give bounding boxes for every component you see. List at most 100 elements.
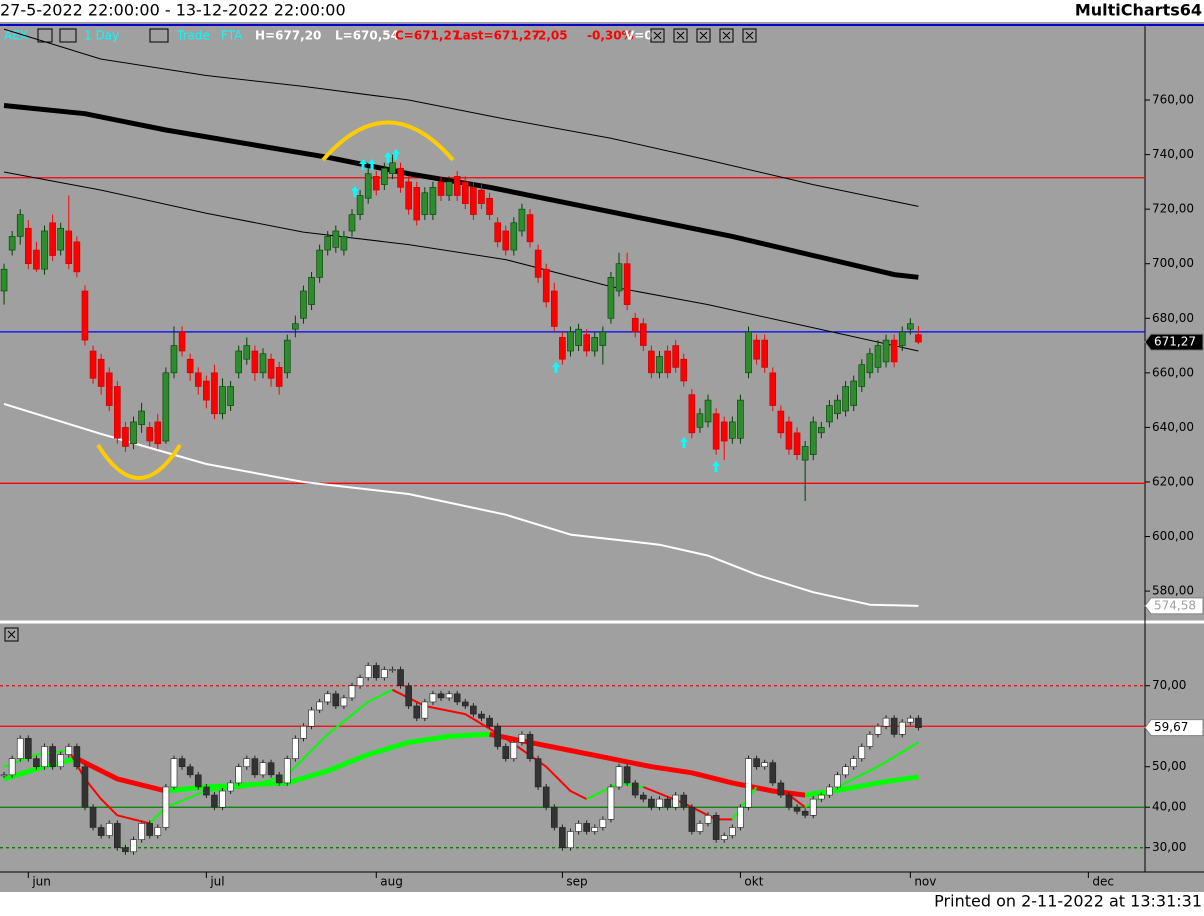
candle-body (235, 350, 243, 374)
osc-bar (146, 823, 153, 836)
close-icon[interactable] (673, 28, 688, 43)
candle-body (761, 339, 768, 368)
candle-body (680, 358, 688, 382)
osc-bar (809, 798, 817, 816)
candle-body (712, 413, 720, 450)
osc-bar (389, 669, 396, 671)
legend: AEX 1 Day Trade FTA H=677,20 L=670,54C=671,27… (4, 29, 653, 43)
candle-body (550, 290, 558, 327)
candle-body (526, 214, 534, 243)
candle-body (162, 372, 170, 442)
osc-bar (364, 665, 372, 678)
osc-bar (413, 705, 421, 719)
candle-body (203, 380, 210, 401)
candle-body (656, 356, 663, 374)
candle-body (874, 345, 882, 368)
osc-bar (542, 786, 550, 808)
signal-arrow (359, 159, 367, 170)
osc-bar (915, 717, 922, 728)
indicator-line (3, 171, 919, 352)
candle-body (866, 353, 874, 374)
osc-bar (688, 806, 696, 832)
indicator-line (165, 731, 490, 794)
candle-body (33, 249, 40, 270)
osc-bar (461, 701, 469, 707)
annotations (96, 120, 720, 480)
legend-item: -2,05 (533, 29, 568, 43)
close-icon[interactable] (719, 28, 734, 43)
y-tick-label: 640,00 (1152, 420, 1194, 434)
osc-bar (850, 758, 857, 768)
candle-body (688, 394, 696, 434)
osc-bar (235, 766, 243, 784)
highlight-arc (321, 120, 455, 162)
legend-item: L=670,54 (335, 29, 399, 43)
osc-bar (753, 758, 760, 768)
osc-bar (826, 786, 833, 796)
candle-body (243, 345, 251, 360)
close-icon[interactable] (696, 28, 711, 43)
osc-bar (308, 709, 315, 727)
candle-body (583, 334, 590, 352)
osc-bar (834, 774, 841, 788)
osc-bar (704, 815, 712, 824)
osc-bar (267, 762, 275, 776)
osc-bar (122, 847, 129, 853)
osc-bar (769, 762, 777, 784)
legend-item: Last=671,27 (455, 29, 540, 43)
candle-body (0, 268, 8, 292)
close-cross (653, 31, 754, 40)
osc-bar (114, 823, 121, 849)
legend-item: V=0 (625, 29, 653, 43)
candle-body (850, 380, 857, 406)
osc-bar (41, 746, 48, 768)
candle-body (421, 192, 429, 215)
osc-bar (292, 738, 299, 759)
osc-bar (219, 790, 226, 808)
indicator-line (731, 786, 758, 820)
osc-bar (437, 693, 445, 699)
close-cross (7, 630, 16, 639)
chart-area (0, 22, 1204, 892)
candle-body (591, 337, 599, 352)
osc-bar (737, 806, 744, 828)
candle-body (542, 268, 550, 303)
osc-bar (777, 782, 785, 796)
dropdown[interactable] (59, 28, 77, 43)
osc-bar (332, 693, 340, 707)
value-badge-label: 671,27 (1154, 335, 1196, 349)
osc-bar (170, 758, 178, 788)
candle-body (461, 181, 469, 204)
osc-bar (49, 746, 56, 768)
osc-bar (275, 774, 283, 784)
osc-bar (656, 798, 663, 808)
osc-bar (356, 677, 364, 687)
osc-bar (599, 819, 607, 828)
osc-bar (664, 798, 671, 808)
osc-bar (526, 734, 534, 759)
close-icon[interactable] (650, 28, 665, 43)
chart-title: 27-5-2022 22:00:00 - 13-12-2022 22:00:00 (0, 1, 346, 20)
osc-bar (801, 810, 809, 816)
indicator-line (642, 786, 733, 821)
osc-bar (761, 762, 768, 768)
candle-body (575, 328, 582, 346)
osc-bar (381, 669, 388, 678)
osc-bar (712, 815, 720, 840)
brand: MultiCharts64 (1075, 1, 1202, 20)
close-icon[interactable] (4, 627, 19, 642)
close-icon[interactable] (742, 28, 757, 43)
legend-item: -0,30% (587, 29, 634, 43)
osc-bar (882, 717, 890, 727)
osc-bar (518, 734, 526, 743)
osc-bar (559, 827, 566, 849)
candle-body (753, 339, 760, 360)
osc-bar (130, 839, 137, 853)
osc-bar (283, 758, 291, 784)
candle-body (8, 236, 16, 251)
osc-bar (316, 701, 323, 711)
candle-body (130, 421, 137, 445)
candle-body (518, 208, 526, 232)
osc-bar (623, 766, 631, 784)
dropdown[interactable] (149, 28, 169, 43)
